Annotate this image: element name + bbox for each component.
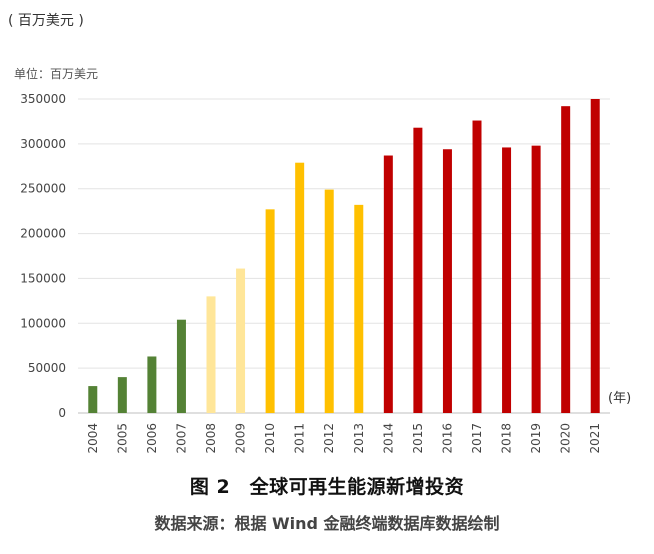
- x-tick-label: 2006: [145, 423, 159, 454]
- bar-2018: [502, 147, 512, 413]
- x-tick-label: 2020: [559, 423, 573, 454]
- bar-2016: [442, 149, 452, 414]
- x-tick-label: 2005: [115, 423, 129, 454]
- bar-2007: [176, 319, 186, 413]
- y-tick-label: 100000: [20, 316, 66, 330]
- bar-2004: [88, 386, 98, 413]
- bar-2006: [147, 356, 157, 413]
- bar-2014: [383, 155, 393, 413]
- x-tick-label: 2021: [588, 423, 602, 454]
- y-tick-label: 250000: [20, 182, 66, 196]
- chart-unit-label: 单位：百万美元: [14, 66, 98, 81]
- y-tick-label: 200000: [20, 227, 66, 241]
- bar-2021: [590, 99, 600, 413]
- unit-label-top: ( 百万美元 ): [8, 13, 84, 29]
- x-tick-label: 2013: [352, 423, 366, 454]
- y-tick-label: 350000: [20, 92, 66, 106]
- x-tick-label: 2010: [263, 423, 277, 454]
- y-tick-label: 0: [58, 406, 66, 420]
- x-tick-label: 2019: [529, 423, 543, 454]
- x-tick-label: 2007: [174, 423, 188, 454]
- x-tick-label: 2017: [470, 423, 484, 454]
- bar-2017: [472, 120, 482, 413]
- x-tick-label: 2011: [293, 423, 307, 454]
- bar-2019: [531, 145, 541, 413]
- y-tick-label: 50000: [28, 361, 66, 375]
- x-axis-unit: (年): [608, 391, 631, 406]
- x-tick-label: 2004: [86, 423, 100, 454]
- x-tick-label: 2018: [500, 423, 514, 454]
- bar-2009: [236, 268, 246, 413]
- bar-2005: [117, 377, 127, 413]
- bar-2020: [561, 106, 571, 414]
- bar-2012: [324, 189, 334, 413]
- x-tick-label: 2014: [381, 423, 395, 454]
- bar-chart: 单位：百万美元 0 50000 100000 150000 200000 250000 30…: [14, 66, 631, 454]
- x-tick-label: 2008: [204, 423, 218, 454]
- data-source: 数据来源：根据 Wind 金融终端数据库数据绘制: [154, 514, 500, 533]
- y-tick-label: 150000: [20, 271, 66, 285]
- bar-2010: [265, 209, 275, 413]
- y-tick-label: 300000: [20, 137, 66, 151]
- x-tick-label: 2015: [411, 423, 425, 454]
- bar-2013: [354, 204, 364, 413]
- x-tick-label: 2012: [322, 423, 336, 454]
- bar-2011: [295, 162, 305, 413]
- x-tick-label: 2016: [440, 423, 454, 454]
- bar-2008: [206, 296, 216, 413]
- x-tick-label: 2009: [234, 423, 248, 454]
- bar-2015: [413, 127, 423, 414]
- figure-caption: 图 2 全球可再生能源新增投资: [189, 476, 465, 498]
